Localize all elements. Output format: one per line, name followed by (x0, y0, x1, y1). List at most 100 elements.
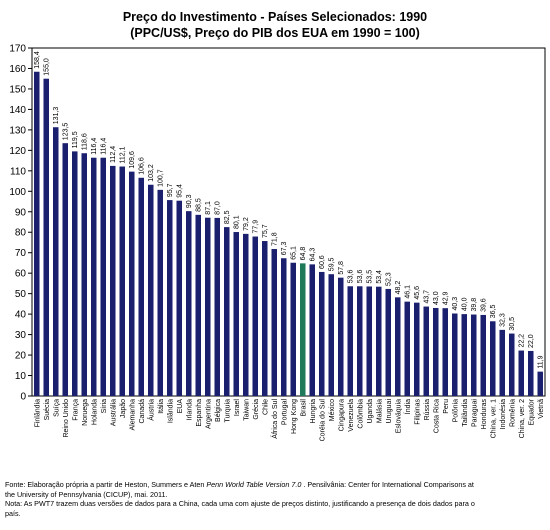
data-label: 42,9 (443, 291, 450, 305)
x-tick-label: China, ver. 2 (519, 399, 526, 438)
y-tick-label: 80 (15, 228, 27, 239)
chart-title: Preço do Investimento - Países Seleciona… (122, 10, 428, 24)
data-label: 65,1 (291, 246, 298, 260)
x-tick-label: Coréia do Sul (319, 399, 326, 442)
x-tick-label: Vietnã (538, 399, 545, 419)
x-tick-label: Suécia (44, 399, 51, 421)
bar (489, 321, 496, 396)
bar (375, 286, 382, 396)
bar (100, 157, 107, 396)
y-tick-label: 110 (10, 166, 26, 177)
bars (33, 71, 544, 397)
source-text: Fonte: Elaboração própria a partir de He… (5, 480, 207, 489)
data-label: 87,1 (205, 201, 212, 215)
chart-subtitle: (PPC/US$, Preço do PIB dos EUA em 1990 =… (130, 26, 420, 40)
bar (356, 286, 363, 396)
x-tick-label: Canadá (139, 399, 146, 424)
data-label: 103,2 (148, 164, 155, 182)
source-line-1: Fonte: Elaboração própria a partir de He… (5, 480, 545, 490)
bar (242, 233, 249, 396)
y-tick-label: 70 (15, 248, 27, 259)
source-title: Penn World Table Version 7.0 (206, 480, 302, 489)
x-tick-label: Suíça (53, 399, 60, 417)
bar (413, 302, 420, 396)
bar (147, 184, 154, 396)
x-tick-label: Honduras (481, 399, 488, 430)
x-tick-label: Japão (120, 399, 127, 418)
bar (157, 189, 164, 396)
data-label: 106,6 (139, 157, 146, 175)
y-tick-label: 50 (15, 289, 27, 300)
bar (128, 171, 135, 396)
data-label: 59,5 (329, 257, 336, 271)
bar (432, 307, 439, 396)
data-label: 155,0 (44, 58, 51, 76)
x-tick-label: Eslováquia (395, 399, 402, 433)
source-text-cont: . Pensilvânia: Center for International … (301, 480, 474, 489)
bar (394, 297, 401, 396)
bar (52, 127, 59, 396)
bar (461, 314, 468, 396)
data-label: 95,4 (177, 184, 184, 198)
bar (71, 151, 78, 396)
bar-chart: 0 10 20 30 40 50 60 70 80 90 100 110 120 130 140 150 160… (9, 44, 546, 441)
bar (470, 314, 477, 396)
x-tick-label: Colômbia (357, 399, 364, 429)
bar (404, 301, 411, 396)
x-tick-label: Reino Unido (63, 399, 70, 438)
data-label: 36,5 (490, 305, 497, 319)
x-tick-label: Polônia (452, 399, 459, 422)
bar (508, 333, 515, 396)
y-tick-label: 140 (9, 105, 26, 116)
x-tick-label: Romênia (509, 399, 516, 427)
x-tick-label: Uruguai (386, 399, 393, 424)
data-label: 64,3 (310, 248, 317, 262)
x-tick-label: Rússia (424, 399, 431, 421)
data-label: 131,3 (53, 107, 60, 125)
y-tick-label: 150 (9, 84, 26, 95)
bar (537, 371, 544, 396)
bar (290, 262, 297, 396)
x-tick-label: Finlândia (34, 399, 41, 428)
x-tick-label: Grécia (253, 399, 260, 420)
x-tick-label: EUA (177, 399, 184, 414)
y-tick-label: 40 (15, 310, 27, 321)
plot-frame (31, 47, 546, 397)
y-tick-label: 120 (9, 146, 26, 157)
data-label: 95,7 (167, 183, 174, 197)
source-line-2: the University of Pennsylvania (CICUP), … (5, 489, 168, 499)
data-label: 53,6 (348, 270, 355, 284)
bar (366, 286, 373, 396)
x-tick-label: Índia (403, 399, 412, 414)
x-tick-label: Indonésia (500, 399, 507, 429)
x-tick-label: Paraguai (471, 399, 478, 427)
data-label: 57,8 (338, 261, 345, 275)
x-tick-label: Austrália (110, 399, 117, 426)
bar (252, 236, 259, 396)
data-label: 45,6 (414, 286, 421, 300)
x-axis-labels: Finlândia Suécia Suíça Reino Unido França Nor… (34, 398, 545, 441)
x-tick-label: Filipinas (414, 399, 421, 425)
bar (81, 153, 88, 396)
x-tick-label: Espanha (196, 399, 203, 427)
data-label: 30,5 (509, 317, 516, 331)
y-tick-label: 90 (15, 207, 27, 218)
bar (109, 165, 116, 396)
source-note: Fonte: Elaboração própria a partir de He… (5, 480, 545, 518)
x-tick-label: Portugal (281, 399, 288, 426)
x-tick-label: Hungria (310, 399, 317, 424)
data-label: 46,1 (405, 285, 412, 299)
data-label: 22,0 (528, 334, 535, 348)
y-tick-label: 160 (9, 64, 26, 75)
x-tick-label: Chile (262, 399, 269, 415)
data-label: 53,6 (357, 270, 364, 284)
bar (280, 258, 287, 396)
bar (195, 214, 202, 396)
x-tick-label: Uganda (367, 399, 374, 424)
note-line-1: Nota: As PWT7 trazem duas versões de dad… (5, 499, 475, 508)
bar (480, 314, 487, 396)
y-tick-label: 0 (20, 392, 26, 403)
x-tick-label: Bélgica (215, 399, 222, 422)
x-tick-label: Venezuela (348, 399, 355, 432)
bar (119, 166, 126, 396)
